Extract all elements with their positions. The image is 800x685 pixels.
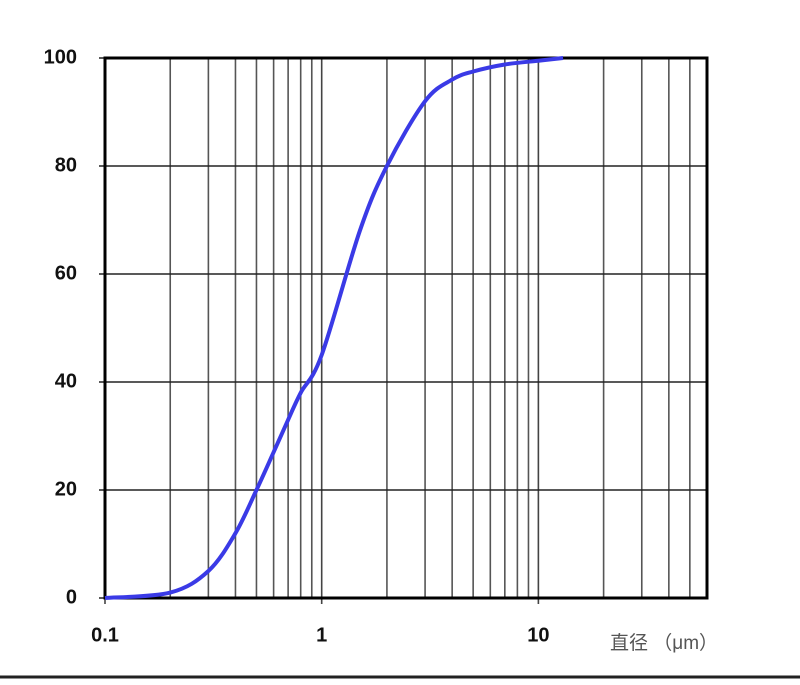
y-tick-label: 80 [55,154,77,176]
y-tick-label: 20 [55,478,77,500]
x-axis-label: 直径 （μm） [610,632,718,654]
y-tick-label: 0 [66,586,77,608]
x-tick-label: 0.1 [91,624,119,646]
y-tick-label: 40 [55,370,77,392]
x-tick-label: 1 [316,624,327,646]
x-tick-label: 10 [527,624,549,646]
y-tick-label: 60 [55,262,77,284]
plot-frame [103,56,709,600]
line-series [104,56,564,600]
y-tick-label: 100 [44,46,77,68]
